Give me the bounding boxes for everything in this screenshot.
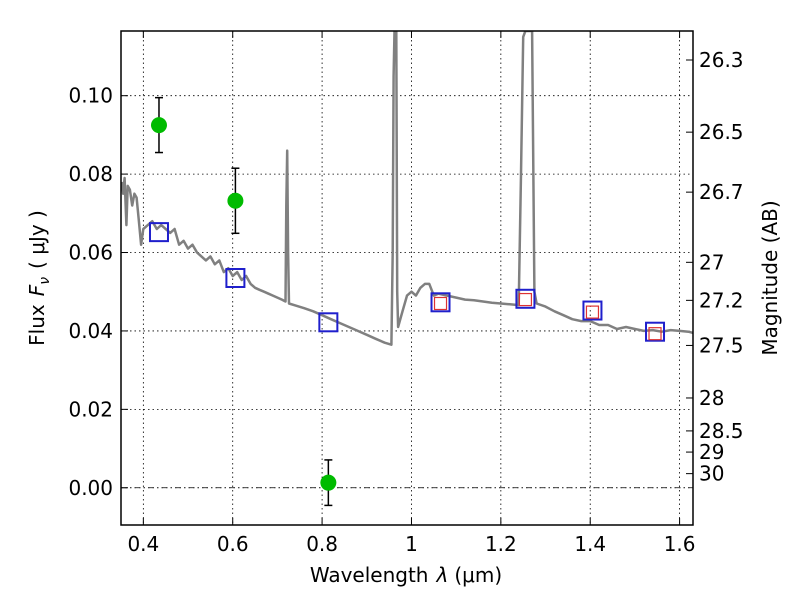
- y-tick-label: 0.02: [68, 397, 113, 421]
- model-point-square: [225, 268, 246, 288]
- model-point-small-square: [585, 305, 600, 319]
- y2-tick-label: 28: [699, 386, 724, 410]
- model-point-square: [430, 292, 451, 313]
- model-point-square: [318, 312, 339, 333]
- y2-tick-label: 26.7: [699, 180, 744, 204]
- observed-point: [150, 117, 167, 134]
- x-tick-label: 0.8: [306, 532, 338, 556]
- x-tick-label: 1.6: [664, 532, 696, 556]
- plot-frame: [120, 30, 694, 526]
- y-tick-label: 0.08: [68, 162, 113, 186]
- y2-axis-label: Magnitude (AB): [758, 200, 782, 355]
- axis-ticks: 0.4 0.6 0.8 1 1.2 1.4 1.6 0.00 0.02 0.04 0.06 0.08 0…: [68, 31, 744, 556]
- x-tick-label: 0.6: [217, 532, 249, 556]
- model-point-square: [515, 288, 536, 309]
- y-tick-label: 0.10: [68, 84, 113, 108]
- model-point-square: [582, 300, 603, 321]
- y2-tick-label: 26.3: [699, 48, 744, 72]
- y2-tick-label: 26.5: [699, 120, 744, 144]
- plot-area: [121, 31, 693, 507]
- y-tick-label: 0.00: [68, 476, 113, 500]
- model-point-small-square: [433, 296, 448, 311]
- y2-tick-label: 27.5: [699, 333, 744, 357]
- spectrum-line: [121, 31, 693, 346]
- y-tick-label: 0.06: [68, 241, 113, 265]
- grid-lines: [121, 31, 693, 525]
- x-axis-label: Wavelength λ (μm): [310, 563, 502, 587]
- y2-tick-label: 30: [699, 462, 724, 486]
- y2-tick-label: 27.2: [699, 288, 744, 312]
- y2-tick-label: 27: [699, 250, 724, 274]
- observed-point: [320, 474, 337, 491]
- model-point-square: [645, 321, 666, 342]
- y-axis-label: FluxFν( μJy ): [25, 210, 53, 346]
- model-point-small-square: [648, 327, 662, 341]
- y2-tick-label: 29: [699, 440, 724, 464]
- x-tick-label: 1: [405, 532, 418, 556]
- y-tick-label: 0.04: [68, 319, 113, 343]
- observed-point: [227, 192, 244, 209]
- model-point-small-square: [518, 292, 533, 307]
- x-tick-label: 0.4: [127, 532, 159, 556]
- x-tick-label: 1.4: [574, 532, 606, 556]
- y2-tick-label: 28.5: [699, 419, 744, 443]
- x-tick-label: 1.2: [485, 532, 517, 556]
- model-point-square: [148, 222, 169, 243]
